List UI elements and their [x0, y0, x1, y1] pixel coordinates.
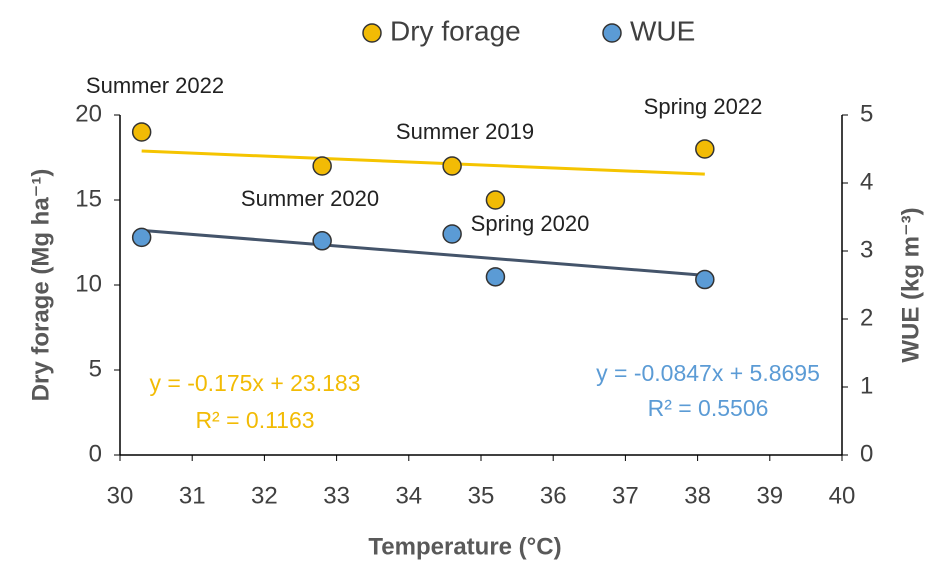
x-tick-label: 37	[612, 482, 639, 509]
x-tick-label: 31	[179, 482, 206, 509]
y-tick-label: 10	[75, 270, 102, 297]
point	[485, 190, 506, 210]
x-axis-title: Temperature (°C)	[368, 533, 561, 560]
point	[312, 231, 332, 251]
x-tick-label: 30	[107, 482, 134, 509]
legend-label: WUE	[630, 15, 695, 46]
x-tick-label: 35	[468, 482, 495, 509]
r-squared: R² = 0.5506	[648, 395, 769, 421]
equation: y = -0.0847x + 5.8695	[596, 360, 820, 386]
y-tick-label: 15	[75, 185, 102, 212]
y2-tick-label: 2	[860, 304, 873, 331]
point-label: Summer 2019	[396, 119, 534, 144]
point	[695, 139, 715, 159]
y2-axis-title: WUE (kg m⁻³)	[897, 207, 924, 362]
y2-tick-label: 4	[860, 168, 873, 195]
y2-tick-label: 3	[860, 236, 873, 263]
y2-tick-label: 1	[860, 372, 873, 399]
trendline	[141, 149, 705, 176]
point-label: Summer 2022	[86, 73, 224, 98]
equation: y = -0.175x + 23.183	[150, 370, 361, 396]
y-tick-label: 20	[75, 100, 102, 127]
y-tick-label: 0	[89, 440, 102, 467]
point-label: Spring 2020	[471, 211, 590, 236]
x-tick-label: 38	[684, 482, 711, 509]
legend-label: Dry forage	[390, 15, 521, 46]
point-label: Summer 2020	[241, 186, 379, 211]
point	[131, 122, 152, 142]
x-tick-label: 40	[829, 482, 856, 509]
point	[131, 227, 152, 248]
point	[442, 156, 462, 176]
y-tick-label: 5	[89, 355, 102, 382]
legend-marker	[362, 23, 382, 43]
x-tick-label: 32	[251, 482, 278, 509]
point	[695, 269, 715, 290]
point	[312, 156, 332, 176]
legend-marker	[602, 23, 622, 43]
x-tick-label: 33	[323, 482, 350, 509]
x-tick-label: 34	[395, 482, 422, 509]
y2-tick-label: 0	[860, 440, 873, 467]
point	[485, 267, 506, 287]
point-label: Spring 2022	[644, 94, 763, 119]
x-tick-label: 39	[756, 482, 783, 509]
trendline	[141, 228, 705, 277]
r-squared: R² = 0.1163	[195, 407, 314, 433]
x-tick-label: 36	[540, 482, 567, 509]
point	[442, 224, 462, 244]
y2-tick-label: 5	[860, 100, 873, 127]
y-axis-title: Dry forage (Mg ha⁻¹)	[27, 169, 54, 402]
